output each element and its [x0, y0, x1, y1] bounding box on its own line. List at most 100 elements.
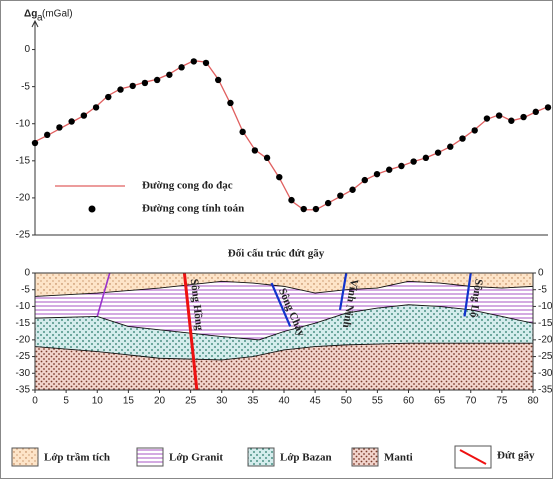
- x-tick-label: 65: [434, 396, 446, 407]
- x-tick-label: 80: [527, 396, 539, 407]
- x-tick-label: 45: [310, 396, 322, 407]
- y-tick-label: 0: [24, 268, 30, 279]
- y-tick-label: -15: [16, 155, 31, 166]
- y-tick-label: -5: [21, 81, 30, 92]
- computed-point: [81, 112, 87, 118]
- computed-point: [398, 163, 404, 169]
- y-tick-label: -15: [16, 318, 31, 329]
- y-tick-label-right: -35: [538, 385, 553, 396]
- computed-point: [215, 77, 221, 83]
- x-tick-label: 35: [247, 396, 259, 407]
- computed-point: [313, 206, 319, 212]
- computed-point: [325, 200, 331, 206]
- legend-swatch: [137, 448, 163, 466]
- computed-point: [337, 192, 343, 198]
- computed-point: [423, 155, 429, 161]
- measured-line: [35, 61, 548, 210]
- x-tick-label: 25: [185, 396, 197, 407]
- computed-point: [301, 206, 307, 212]
- y-tick-label: -35: [16, 385, 31, 396]
- legend-swatch: [12, 448, 38, 466]
- y-tick-label-right: -10: [538, 301, 553, 312]
- y-tick-label: -30: [16, 368, 31, 379]
- computed-point: [288, 197, 294, 203]
- section-title: Đối cấu trúc đứt gãy: [228, 248, 325, 260]
- computed-point: [520, 114, 526, 120]
- y-tick-label: -20: [16, 334, 31, 345]
- x-tick-label: 55: [372, 396, 384, 407]
- legend-point: [89, 206, 96, 213]
- legend-label: Đường cong tính toán: [142, 203, 244, 215]
- computed-point: [496, 112, 502, 118]
- figure: Đối cấu trúc đứt gãy Δga(mGal)0-5-10-15-…: [0, 0, 553, 479]
- x-tick-label: 30: [216, 396, 228, 407]
- y-axis-label: Δg: [24, 9, 37, 20]
- computed-point: [117, 86, 123, 92]
- y-tick-label: 0: [24, 44, 30, 55]
- computed-point: [472, 127, 478, 133]
- computed-point: [508, 118, 514, 124]
- computed-point: [239, 129, 245, 135]
- computed-point: [142, 80, 148, 86]
- legend-label: Lớp trầm tích: [44, 452, 110, 464]
- y-tick-label: -20: [16, 193, 31, 204]
- y-tick-label-right: -30: [538, 368, 553, 379]
- x-tick-label: 20: [154, 396, 166, 407]
- computed-point: [349, 187, 355, 193]
- computed-point: [435, 149, 441, 155]
- x-tick-label: 0: [32, 396, 38, 407]
- x-tick-label: 50: [341, 396, 353, 407]
- y-tick-label-right: -15: [538, 318, 553, 329]
- computed-point: [203, 60, 209, 66]
- y-tick-label-right: 0: [538, 268, 544, 279]
- y-tick-label-right: -5: [538, 284, 547, 295]
- computed-point: [386, 167, 392, 173]
- x-tick-label: 5: [63, 396, 69, 407]
- computed-point: [68, 118, 74, 124]
- computed-point: [105, 94, 111, 100]
- computed-point: [191, 58, 197, 64]
- computed-point: [484, 115, 490, 121]
- computed-point: [227, 100, 233, 106]
- legend-label: Lớp Bazan: [280, 452, 332, 464]
- computed-point: [32, 140, 38, 146]
- x-tick-label: 40: [278, 396, 290, 407]
- x-tick-label: 15: [123, 396, 135, 407]
- computed-point: [459, 135, 465, 141]
- legend-swatch: [352, 448, 378, 466]
- computed-point: [447, 144, 453, 150]
- legend-label: Lớp Granit: [169, 452, 223, 464]
- legend-label: Đường cong đo đạc: [142, 180, 233, 192]
- computed-point: [154, 77, 160, 83]
- computed-point: [166, 72, 172, 78]
- y-tick-label: -25: [16, 351, 31, 362]
- computed-point: [374, 171, 380, 177]
- y-tick-label: -5: [21, 284, 30, 295]
- computed-point: [130, 83, 136, 89]
- computed-point: [44, 132, 50, 138]
- computed-point: [410, 158, 416, 164]
- y-tick-label-right: -20: [538, 334, 553, 345]
- computed-point: [56, 124, 62, 130]
- y-tick-label: -10: [16, 118, 31, 129]
- computed-point: [362, 177, 368, 183]
- x-tick-label: 70: [465, 396, 477, 407]
- x-tick-label: 75: [496, 396, 508, 407]
- legend-label: Đứt gãy: [497, 450, 535, 462]
- computed-point: [533, 109, 539, 115]
- frame: [1, 1, 553, 479]
- computed-point: [276, 174, 282, 180]
- y-axis-unit: (mGal): [42, 9, 73, 20]
- y-tick-label: -10: [16, 301, 31, 312]
- legend-swatch: [248, 448, 274, 466]
- legend-label: Manti: [384, 452, 413, 464]
- computed-point: [252, 147, 258, 153]
- y-tick-label: -25: [16, 230, 31, 241]
- x-tick-label: 10: [92, 396, 104, 407]
- computed-point: [545, 104, 551, 110]
- computed-point: [264, 155, 270, 161]
- y-tick-label-right: -25: [538, 351, 553, 362]
- computed-point: [93, 104, 99, 110]
- x-tick-label: 60: [403, 396, 415, 407]
- computed-point: [178, 64, 184, 70]
